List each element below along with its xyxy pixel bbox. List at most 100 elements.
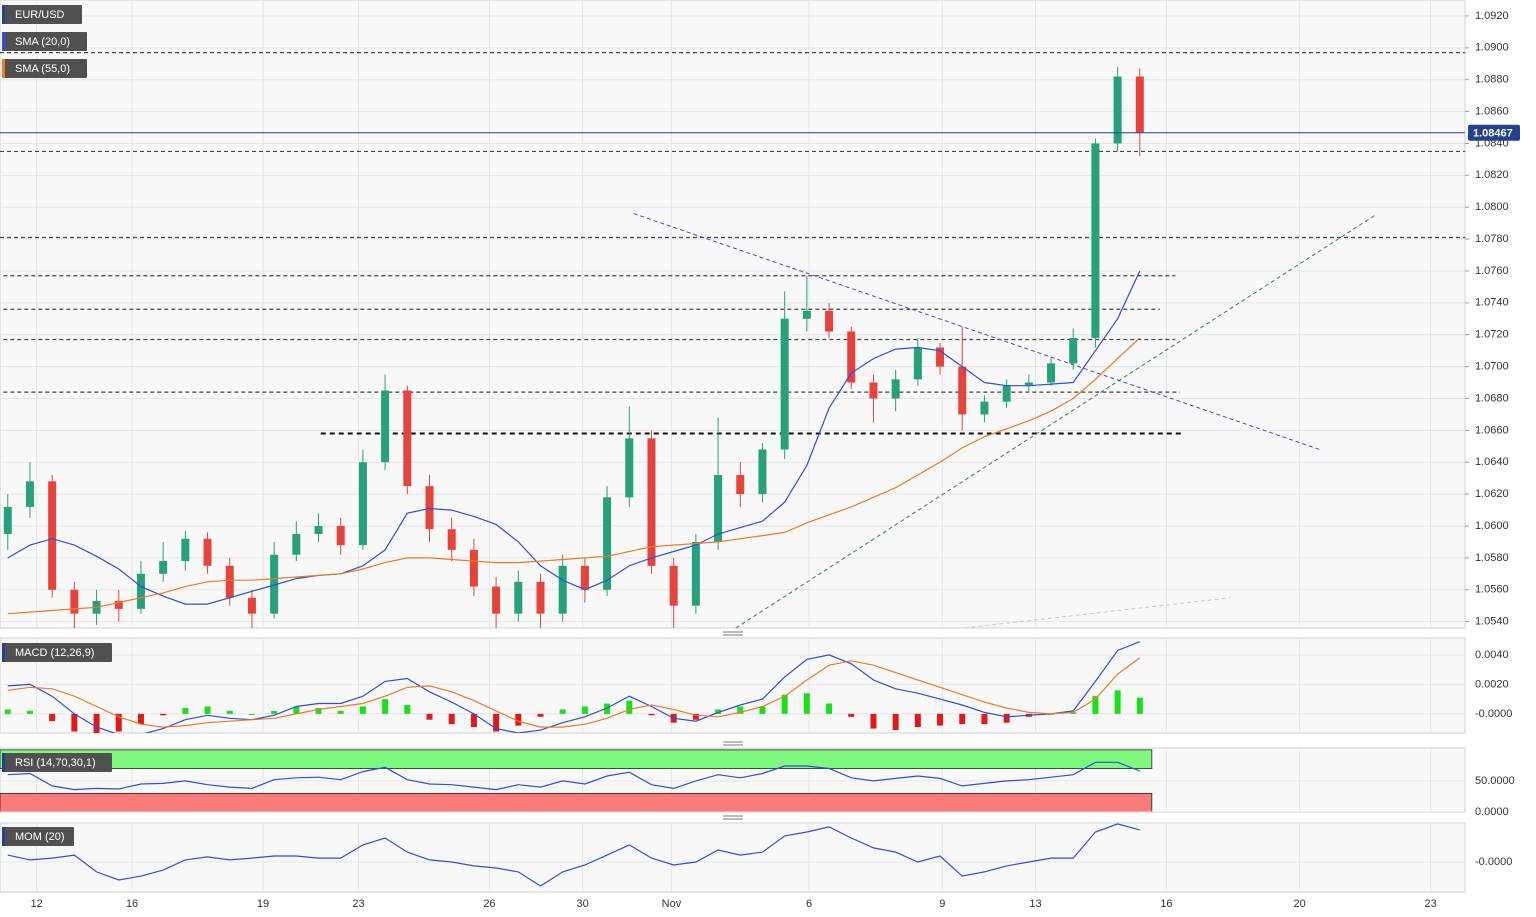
histogram-bar xyxy=(359,706,366,714)
candle-body xyxy=(25,481,34,507)
last-price-box xyxy=(1468,124,1520,141)
trend-line xyxy=(633,213,1320,450)
legend-stripe xyxy=(2,643,5,662)
histogram-bar xyxy=(426,713,433,720)
histogram-bar xyxy=(914,713,921,728)
trend-line xyxy=(735,214,1376,628)
rsi-band xyxy=(0,792,1153,812)
legend-box xyxy=(2,643,112,662)
last-price-label: 1.08467 xyxy=(1473,128,1513,140)
legend-box xyxy=(2,59,87,78)
candle-body xyxy=(603,497,612,590)
candle-body xyxy=(580,565,589,590)
y-tick-label: 1.0660 xyxy=(1475,424,1509,436)
candle-body xyxy=(913,347,922,380)
x-tick-label: 13 xyxy=(1029,898,1041,910)
x-tick-label: 16 xyxy=(1160,898,1172,910)
histogram-bar xyxy=(315,707,322,714)
histogram-bar xyxy=(293,706,300,714)
candle-body xyxy=(1002,385,1011,402)
histogram-bar xyxy=(826,703,833,714)
candle-body xyxy=(536,581,545,614)
legend-box xyxy=(2,827,74,846)
legend-box xyxy=(2,32,87,51)
y-tick-label: 1.0760 xyxy=(1475,265,1509,277)
candle-body xyxy=(780,318,789,450)
y-tick-label: 0.0040 xyxy=(1475,649,1509,661)
y-tick-label: 1.0560 xyxy=(1475,584,1509,596)
histogram-bar xyxy=(248,713,255,715)
mom-panel xyxy=(0,822,1466,893)
histogram-bar xyxy=(981,713,988,725)
candle-body xyxy=(336,525,345,546)
candle-body xyxy=(1024,382,1033,386)
histogram-bar xyxy=(204,706,211,714)
x-tick-label: 20 xyxy=(1294,898,1306,910)
legend-label: MOM (20) xyxy=(15,831,65,843)
indicator-line xyxy=(7,761,1141,791)
legend-stripe xyxy=(2,753,5,772)
histogram-bar xyxy=(781,694,788,714)
histogram-bar xyxy=(848,713,855,717)
histogram-bar xyxy=(26,710,33,714)
histogram-bar xyxy=(160,713,167,716)
candle-body xyxy=(647,438,656,566)
y-tick-label: 1.0880 xyxy=(1475,74,1509,86)
histogram-bar xyxy=(604,703,611,714)
y-tick-label: 1.0640 xyxy=(1475,456,1509,468)
candle-body xyxy=(48,481,57,590)
legend-box xyxy=(2,5,82,24)
histogram-bar xyxy=(803,693,810,714)
candle-body xyxy=(980,401,989,415)
candle-body xyxy=(1113,76,1122,144)
legend-label: SMA (20,0) xyxy=(15,36,70,48)
plot-area xyxy=(0,15,1465,628)
x-tick-label: 12 xyxy=(31,898,43,910)
legend-label: SMA (55,0) xyxy=(15,63,70,75)
y-tick-label: -0.0000 xyxy=(1475,708,1512,720)
candle-body xyxy=(847,331,856,383)
candle-body xyxy=(358,462,367,546)
candle-body xyxy=(514,581,523,614)
candle-body xyxy=(136,573,145,609)
histogram-bar xyxy=(182,707,189,714)
histogram-bar xyxy=(49,713,56,722)
candle-body xyxy=(381,390,390,463)
y-tick-label: 1.0920 xyxy=(1475,10,1509,22)
plot-area xyxy=(0,641,1465,733)
x-tick-label: 6 xyxy=(806,898,812,910)
candle-body xyxy=(625,438,634,498)
histogram-bar xyxy=(271,710,278,714)
histogram-bar xyxy=(493,713,500,732)
histogram-bar xyxy=(1003,713,1010,723)
candle-body xyxy=(869,382,878,399)
histogram-bar xyxy=(715,709,722,714)
candle-body xyxy=(825,310,834,332)
candle-body xyxy=(314,525,323,534)
x-tick-label: 19 xyxy=(257,898,269,910)
histogram-bar xyxy=(337,710,344,714)
candle-body xyxy=(247,597,256,614)
y-tick-label: 1.0580 xyxy=(1475,552,1509,564)
x-tick-label: 26 xyxy=(483,898,495,910)
histogram-bar xyxy=(737,706,744,714)
x-tick-label: 23 xyxy=(1424,898,1436,910)
histogram-bar xyxy=(515,713,522,726)
indicator-line xyxy=(7,641,1141,733)
candle-body xyxy=(3,506,12,534)
candle-body xyxy=(958,366,967,415)
candle-body xyxy=(714,474,723,542)
candle-body xyxy=(736,474,745,495)
candle-body xyxy=(469,549,478,587)
y-tick-label: 1.0540 xyxy=(1475,616,1509,628)
histogram-bar xyxy=(959,713,966,725)
legend-stripe xyxy=(2,59,5,78)
candle-body xyxy=(558,565,567,614)
x-tick-label: 23 xyxy=(352,898,364,910)
histogram-bar xyxy=(137,713,144,725)
y-tick-label: 1.0720 xyxy=(1475,329,1509,341)
x-tick-label: 16 xyxy=(126,898,138,910)
histogram-bar xyxy=(1092,696,1099,714)
indicator-line xyxy=(7,270,1141,605)
